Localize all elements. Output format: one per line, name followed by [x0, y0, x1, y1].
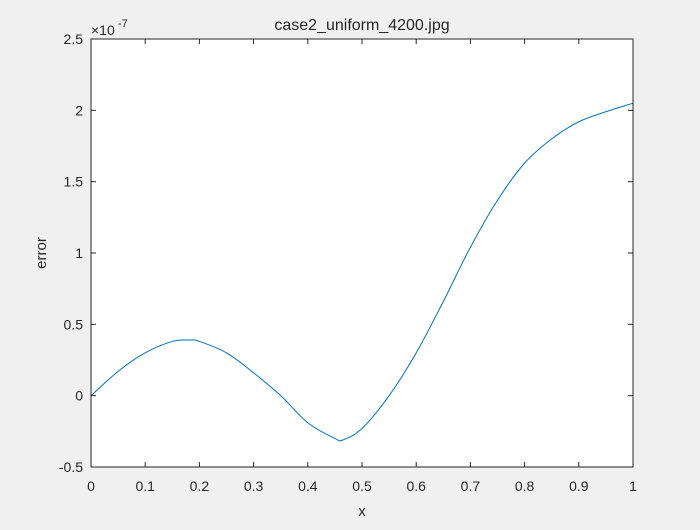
x-tick-label: 0.4 [298, 478, 318, 494]
x-tick-label: 0.7 [461, 478, 481, 494]
x-tick-label: 0.1 [135, 478, 155, 494]
x-tick-label: 0.5 [352, 478, 372, 494]
y-tick-label: 2 [75, 102, 83, 118]
x-axis-label: x [358, 503, 366, 520]
y-axis-ticks: -0.5 0 0.5 1 1.5 2 2.5 [59, 31, 633, 475]
plot-box [90, 38, 634, 468]
y-axis-label: error [33, 237, 50, 269]
x-tick-label: 0.2 [190, 478, 210, 494]
plot-area [91, 39, 633, 467]
y-tick-label: 1.5 [64, 174, 84, 190]
y-tick-label: 2.5 [64, 31, 84, 47]
y-tick-label: 0 [75, 388, 83, 404]
series-layer [90, 102, 634, 442]
y-tick-label: 1 [75, 245, 83, 261]
x-tick-label: 1 [629, 478, 637, 494]
chart-title: case2_uniform_4200.jpg [274, 17, 449, 34]
y-exponent-base: ×10 [91, 22, 115, 38]
x-tick-label: 0.8 [515, 478, 535, 494]
y-tick-label: 0.5 [64, 316, 84, 332]
x-tick-label: 0.3 [244, 478, 264, 494]
y-tick-label: -0.5 [59, 459, 83, 475]
series-line-error [90, 102, 634, 442]
x-tick-label: 0.6 [406, 478, 426, 494]
y-exponent-power: -7 [118, 18, 128, 30]
x-tick-label: 0 [87, 478, 95, 494]
x-tick-label: 0.9 [569, 478, 589, 494]
x-axis-ticks: 0 0.1 0.2 0.3 0.4 0.5 0.6 0.7 0.8 0.9 1 [87, 39, 637, 494]
